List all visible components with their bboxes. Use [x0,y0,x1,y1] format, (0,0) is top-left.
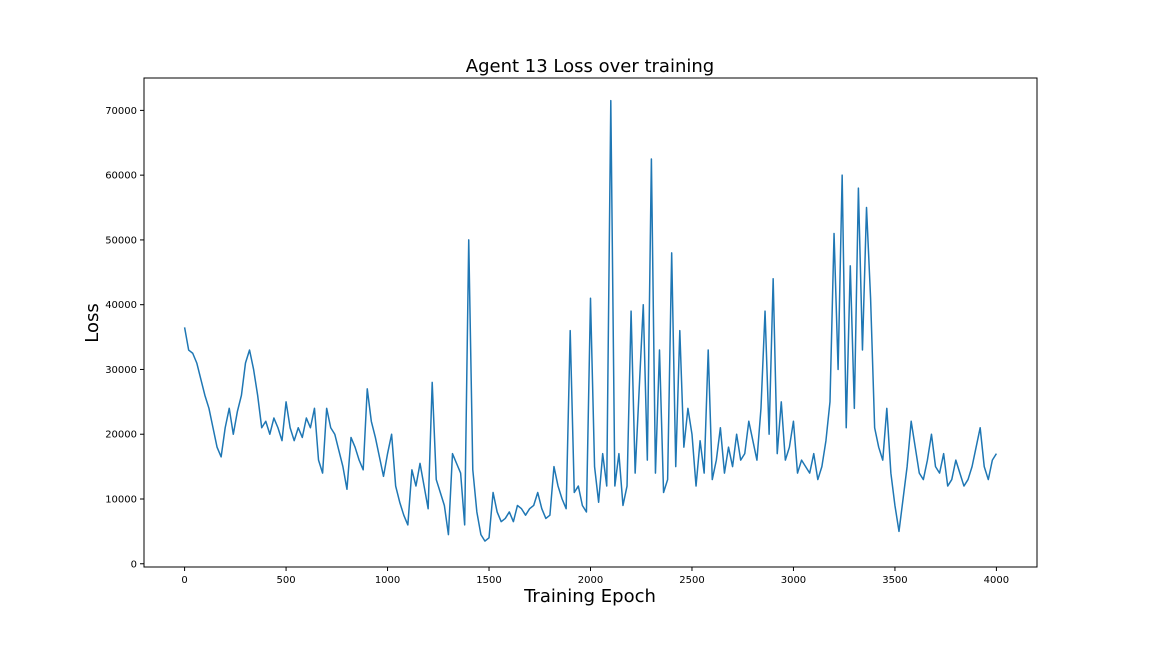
y-tick-label: 30000 [105,365,137,376]
y-axis-label: Loss [82,303,103,342]
x-tick-label: 500 [277,575,296,586]
x-axis-label: Training Epoch [523,586,656,607]
y-tick-label: 40000 [105,300,137,311]
y-tick-label: 10000 [105,494,137,505]
y-tick-label: 50000 [105,235,137,246]
x-tick-label: 3500 [882,575,907,586]
y-tick-label: 20000 [105,430,137,441]
y-tick-label: 70000 [105,106,137,117]
chart-title: Agent 13 Loss over training [466,56,714,77]
x-tick-label: 1500 [476,575,501,586]
series-layer [183,99,998,542]
x-tick-label: 0 [181,575,187,586]
y-tick-label: 60000 [105,171,137,182]
x-tick-label: 2500 [679,575,704,586]
y-tick-label: 0 [131,559,137,570]
y-axis: 0 10000 20000 30000 40000 50000 60000 70000 [105,106,144,570]
x-tick-label: 1000 [375,575,400,586]
x-axis: 0 500 1000 1500 2000 2500 3000 3500 4000 [181,567,1009,586]
x-tick-label: 4000 [984,575,1009,586]
loss-series-line [183,99,998,542]
x-tick-label: 2000 [578,575,603,586]
x-tick-label: 3000 [781,575,806,586]
